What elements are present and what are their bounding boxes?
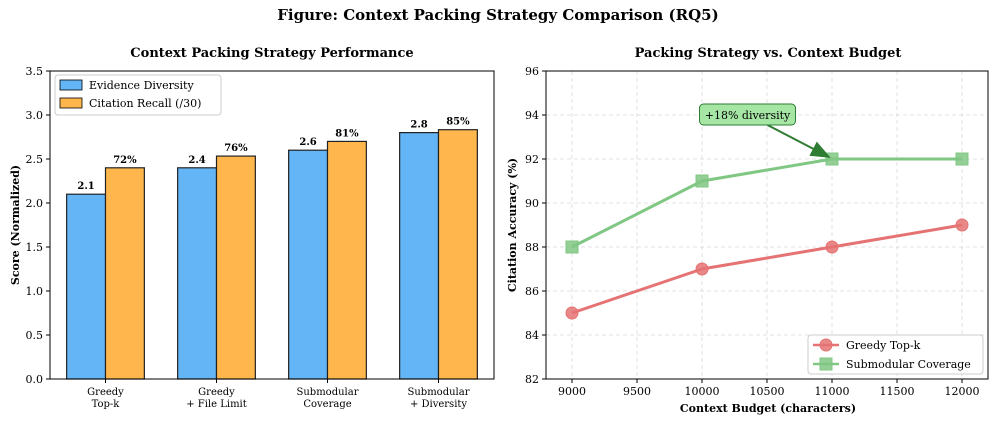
line-series-submodular bbox=[571, 157, 962, 249]
bar-diversity bbox=[399, 132, 440, 380]
bar-data-label: 85% bbox=[446, 117, 470, 128]
bar-x-tick-label: Greedy bbox=[87, 387, 124, 398]
line-chart-legend: Greedy Top-k Submodular Coverage bbox=[807, 334, 984, 375]
line-legend-marker-submodular bbox=[819, 357, 833, 371]
line-chart-annotation: +18% diversity bbox=[699, 103, 831, 158]
bar-data-label: 72% bbox=[113, 155, 137, 166]
bar-recall bbox=[104, 167, 145, 380]
bar-recall bbox=[326, 140, 367, 380]
line-point-submodular bbox=[695, 174, 709, 188]
annotation-text: +18% diversity bbox=[705, 109, 791, 122]
line-point-submodular bbox=[955, 152, 969, 166]
bar-legend-label-diversity: Evidence Diversity bbox=[89, 79, 194, 92]
bar-y-tick-label: 1.5 bbox=[26, 241, 44, 254]
bar-legend-box bbox=[54, 74, 222, 116]
bar-y-tick-label: 0.0 bbox=[26, 373, 44, 386]
line-chart-series bbox=[565, 152, 969, 320]
line-legend-label-submodular: Submodular Coverage bbox=[846, 358, 971, 371]
line-series-greedy bbox=[571, 223, 963, 315]
line-x-tick-label: 9000 bbox=[558, 385, 586, 398]
bar-x-tick-label: Coverage bbox=[303, 399, 351, 410]
line-chart-ylabel: Citation Accuracy (%) bbox=[506, 158, 519, 292]
line-chart-title: Packing Strategy vs. Context Budget bbox=[635, 46, 902, 61]
bar-diversity bbox=[66, 193, 107, 380]
line-y-tick-label: 92 bbox=[525, 153, 539, 166]
line-chart-y-ticks: 82 84 86 88 90 92 94 96 bbox=[525, 65, 546, 386]
bar-data-label: 2.8 bbox=[410, 120, 427, 131]
line-legend-box bbox=[807, 334, 984, 375]
line-x-tick-label: 11500 bbox=[880, 385, 915, 398]
line-chart-frame bbox=[545, 70, 989, 380]
bar-x-tick-label: + File Limit bbox=[186, 399, 247, 410]
line-point-submodular bbox=[825, 152, 839, 166]
bar-y-tick-label: 2.5 bbox=[26, 153, 44, 166]
line-x-tick-label: 12000 bbox=[945, 385, 980, 398]
line-chart-xlabel: Context Budget (characters) bbox=[680, 402, 856, 415]
bar-chart-legend: Evidence Diversity Citation Recall (/30) bbox=[54, 74, 222, 116]
line-y-tick-label: 90 bbox=[525, 197, 539, 210]
line-x-tick-label: 10500 bbox=[750, 385, 785, 398]
line-x-tick-label: 9500 bbox=[623, 385, 651, 398]
line-y-tick-label: 94 bbox=[525, 109, 539, 122]
line-legend-label-greedy: Greedy Top-k bbox=[846, 339, 921, 352]
bar-recall bbox=[437, 129, 478, 380]
bar-y-tick-label: 3.5 bbox=[26, 65, 44, 78]
bar-data-label: 2.1 bbox=[77, 181, 94, 192]
line-x-tick-label: 10000 bbox=[685, 385, 720, 398]
bar-chart-frame bbox=[49, 70, 495, 380]
bar-x-tick-label: Top-k bbox=[92, 399, 121, 410]
line-y-tick-label: 96 bbox=[525, 65, 539, 78]
line-y-tick-label: 84 bbox=[525, 329, 539, 342]
bar-recall bbox=[215, 155, 256, 380]
bar-x-tick-label: Submodular bbox=[297, 387, 359, 398]
figure-suptitle: Figure: Context Packing Strategy Compari… bbox=[277, 6, 718, 24]
line-point-greedy bbox=[565, 306, 579, 320]
annotation-arrow bbox=[767, 124, 831, 158]
bar-y-tick-label: 0.5 bbox=[26, 329, 44, 342]
line-y-tick-label: 88 bbox=[525, 241, 539, 254]
bar-chart-data-labels: 2.1 72% 2.4 76% 2.6 81% 2.8 85% bbox=[77, 117, 470, 193]
bar-data-label: 2.4 bbox=[188, 155, 205, 166]
bar-chart-y-ticks: 0.0 0.5 1.0 1.5 2.0 2.5 3.0 3.5 bbox=[26, 65, 50, 386]
bar-y-tick-label: 1.0 bbox=[26, 285, 44, 298]
bar-y-tick-label: 3.0 bbox=[26, 109, 44, 122]
bar-y-tick-label: 2.0 bbox=[26, 197, 44, 210]
line-y-tick-label: 86 bbox=[525, 285, 539, 298]
bar-chart-panel: Context Packing Strategy Performance Sco… bbox=[9, 46, 495, 410]
bar-chart-title: Context Packing Strategy Performance bbox=[130, 46, 413, 61]
line-legend-marker-greedy bbox=[819, 338, 833, 352]
line-x-tick-label: 11000 bbox=[815, 385, 850, 398]
bar-x-tick-label: Submodular bbox=[408, 387, 470, 398]
bar-data-label: 2.6 bbox=[299, 137, 316, 148]
line-point-greedy bbox=[695, 262, 709, 276]
bar-x-tick-label: Greedy bbox=[198, 387, 235, 398]
annotation-box bbox=[699, 103, 796, 126]
line-point-greedy bbox=[825, 240, 839, 254]
bar-legend-swatch-diversity bbox=[59, 79, 83, 91]
line-chart-x-ticks: 9000 9500 10000 10500 11000 11500 12000 bbox=[558, 379, 980, 398]
bar-legend-swatch-recall bbox=[59, 97, 83, 109]
bar-diversity bbox=[177, 167, 218, 380]
line-y-tick-label: 82 bbox=[525, 373, 539, 386]
line-point-greedy bbox=[955, 218, 969, 232]
line-point-submodular bbox=[565, 240, 579, 254]
bar-chart-ylabel: Score (Normalized) bbox=[9, 165, 22, 285]
bar-legend-label-recall: Citation Recall (/30) bbox=[89, 97, 201, 110]
bar-diversity bbox=[288, 149, 329, 380]
bar-data-label: 76% bbox=[224, 143, 248, 154]
bar-x-tick-label: + Diversity bbox=[410, 399, 467, 410]
bar-chart-bars bbox=[66, 129, 478, 380]
bar-data-label: 81% bbox=[335, 128, 359, 139]
line-chart-panel: Packing Strategy vs. Context Budget Cita… bbox=[506, 46, 989, 415]
